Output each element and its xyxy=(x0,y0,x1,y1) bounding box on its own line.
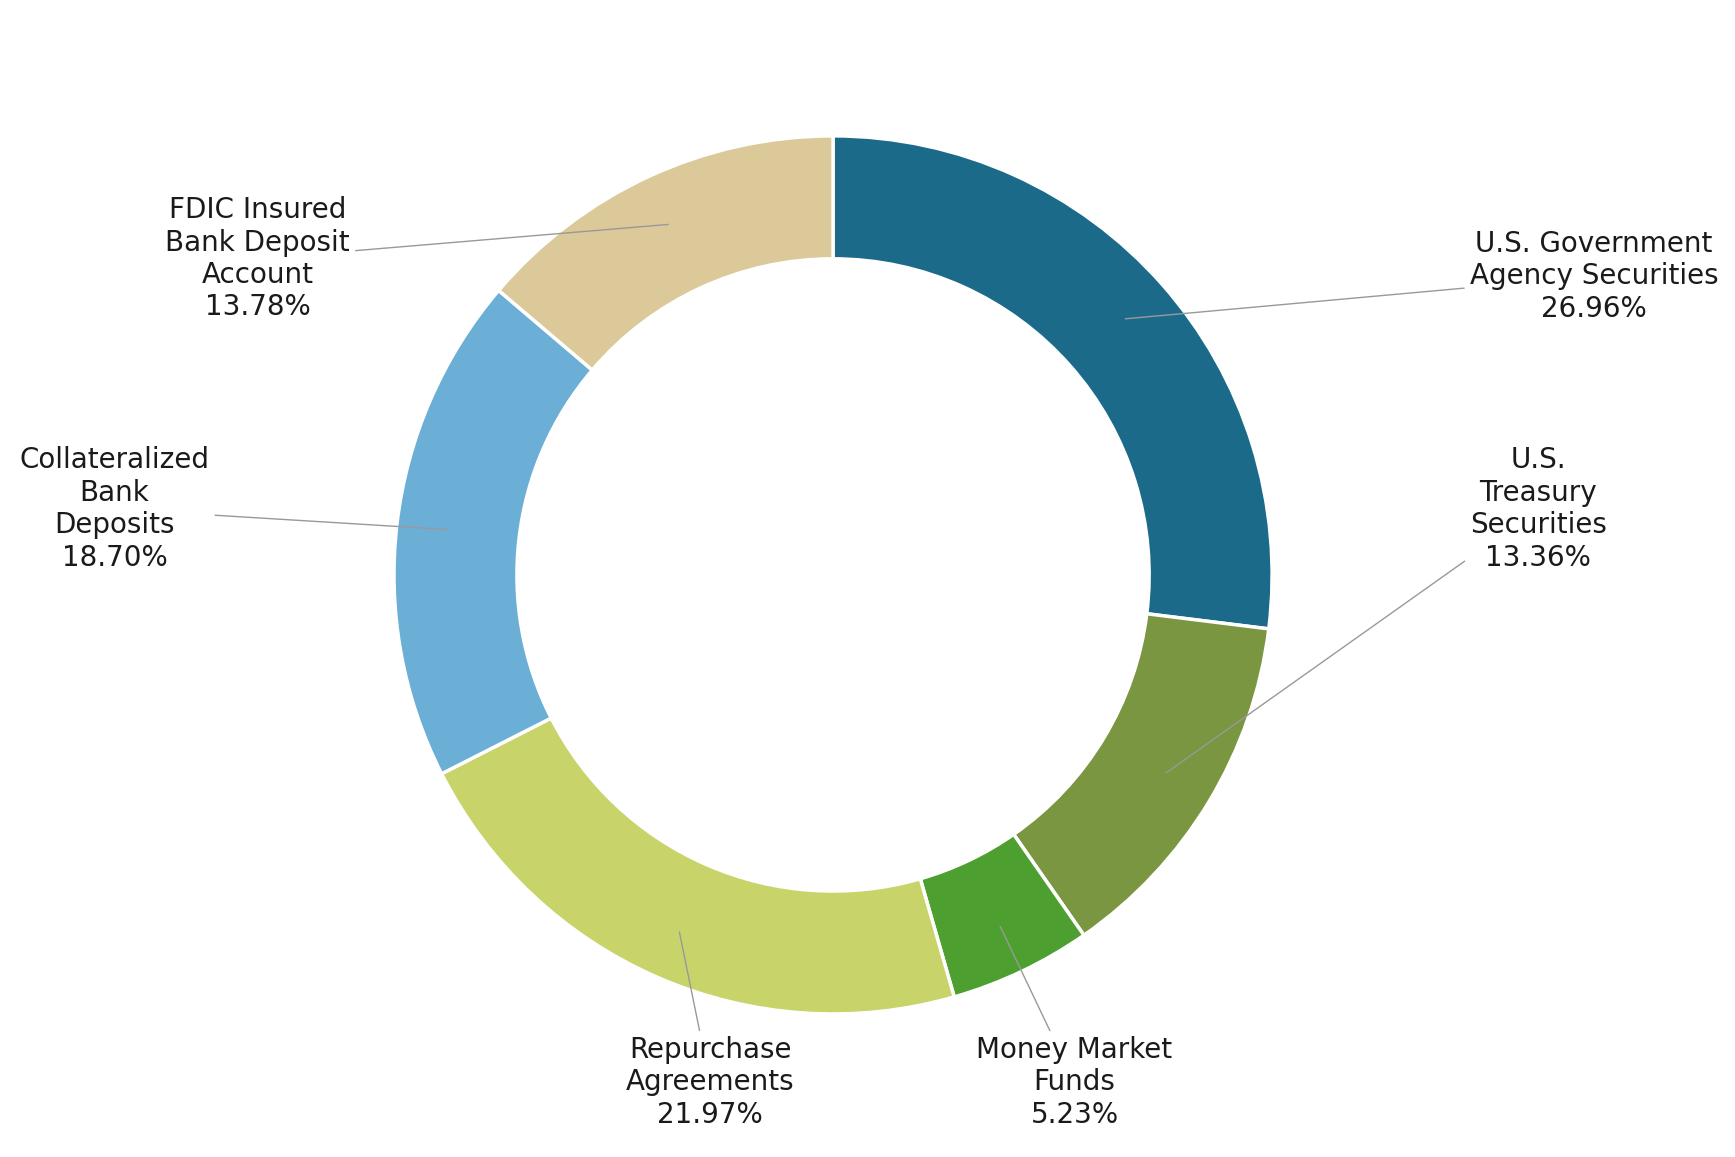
Wedge shape xyxy=(498,135,833,370)
Text: Collateralized
Bank
Deposits
18.70%: Collateralized Bank Deposits 18.70% xyxy=(19,447,446,572)
Wedge shape xyxy=(833,135,1272,629)
Wedge shape xyxy=(442,718,954,1014)
Text: Repurchase
Agreements
21.97%: Repurchase Agreements 21.97% xyxy=(626,931,795,1129)
Wedge shape xyxy=(1013,613,1268,935)
Wedge shape xyxy=(920,834,1084,997)
Wedge shape xyxy=(394,290,592,774)
Text: Money Market
Funds
5.23%: Money Market Funds 5.23% xyxy=(977,927,1173,1129)
Text: U.S.
Treasury
Securities
13.36%: U.S. Treasury Securities 13.36% xyxy=(1166,447,1607,773)
Text: FDIC Insured
Bank Deposit
Account
13.78%: FDIC Insured Bank Deposit Account 13.78% xyxy=(165,197,668,322)
Text: U.S. Government
Agency Securities
26.96%: U.S. Government Agency Securities 26.96% xyxy=(1126,230,1718,323)
